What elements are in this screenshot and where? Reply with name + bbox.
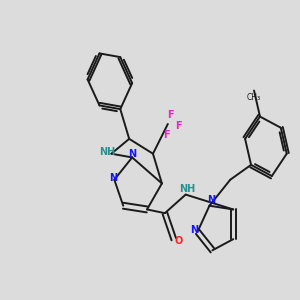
Text: CH₃: CH₃: [247, 94, 261, 103]
Text: F: F: [167, 110, 174, 120]
Text: F: F: [175, 121, 181, 131]
Text: N: N: [190, 225, 199, 235]
Text: N: N: [128, 149, 136, 159]
Text: NH: NH: [179, 184, 195, 194]
Text: N: N: [207, 195, 215, 205]
Text: N: N: [109, 173, 117, 183]
Text: NH: NH: [99, 147, 115, 157]
Text: O: O: [174, 236, 182, 246]
Text: F: F: [163, 130, 170, 140]
